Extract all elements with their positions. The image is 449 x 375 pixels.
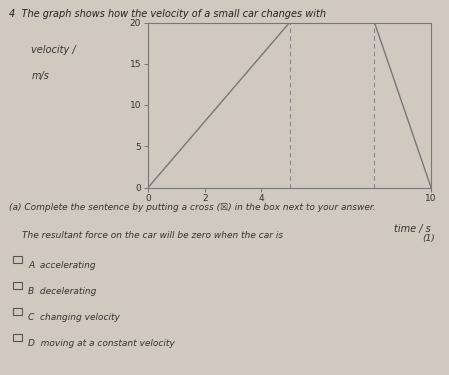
Text: 4  The graph shows how the velocity of a small car changes with: 4 The graph shows how the velocity of a … <box>9 9 326 20</box>
Text: (1): (1) <box>423 234 436 243</box>
Text: The resultant force on the car will be zero when the car is: The resultant force on the car will be z… <box>22 231 284 240</box>
Text: velocity /: velocity / <box>31 45 76 55</box>
Text: C  changing velocity: C changing velocity <box>28 313 120 322</box>
Text: B  decelerating: B decelerating <box>28 287 97 296</box>
Text: (a) Complete the sentence by putting a cross (☒) in the box next to your answer.: (a) Complete the sentence by putting a c… <box>9 202 376 211</box>
Text: time / s: time / s <box>394 224 431 234</box>
Text: A  accelerating: A accelerating <box>28 261 96 270</box>
Text: m/s: m/s <box>31 71 49 81</box>
Text: D  moving at a constant velocity: D moving at a constant velocity <box>28 339 175 348</box>
